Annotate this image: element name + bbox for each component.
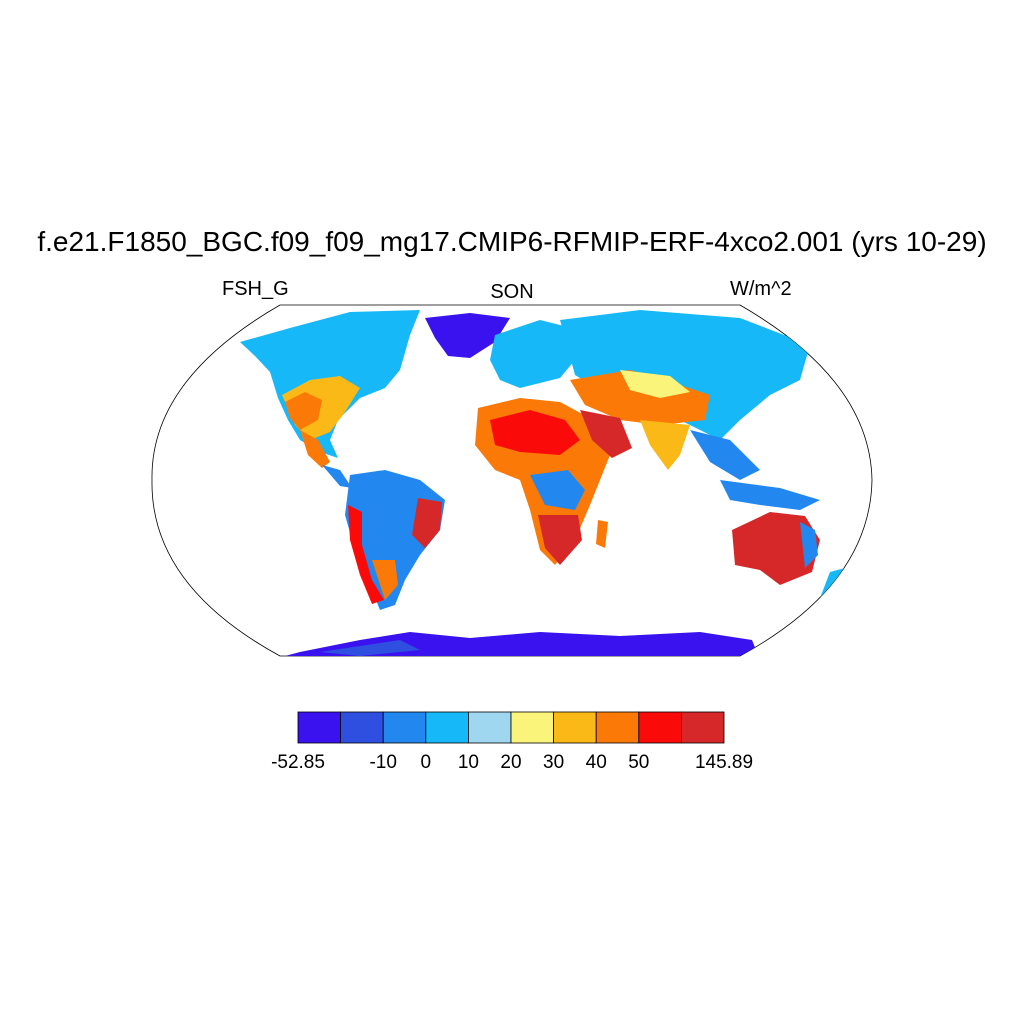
indonesia	[720, 480, 820, 510]
colorbar-label: 0	[421, 752, 432, 773]
sahara-hot	[490, 410, 580, 455]
antarctica-light	[320, 640, 420, 656]
colorbar-box	[382, 711, 427, 744]
colorbar-label: -10	[369, 752, 396, 773]
plot-title: f.e21.F1850_BGC.f09_f09_mg17.CMIP6-RFMIP…	[37, 226, 987, 257]
land-field	[240, 310, 845, 656]
central-africa-cool	[530, 470, 585, 510]
units-label: W/m^2	[730, 278, 792, 300]
colorbar-label: 145.89	[695, 752, 753, 773]
antarctica	[270, 632, 760, 656]
southern-africa-hot	[538, 515, 582, 565]
europe	[490, 320, 580, 388]
india	[640, 420, 690, 470]
greenland	[425, 313, 510, 358]
andes-hot	[348, 505, 384, 604]
variable-label: FSH_G	[222, 278, 289, 300]
colorbar-label: 40	[586, 752, 607, 773]
asia-mid-yellow	[620, 370, 690, 398]
colorbar-label: 50	[628, 752, 649, 773]
colorbar-box	[510, 711, 554, 744]
mexico	[300, 430, 330, 468]
colorbar-label: 10	[458, 752, 479, 773]
season-label: SON	[490, 281, 534, 303]
colorbar-label: 30	[543, 752, 564, 773]
colorbar-box	[595, 711, 640, 744]
central-america	[322, 465, 352, 488]
colorbar-label: 20	[500, 752, 521, 773]
southeast-asia	[690, 430, 760, 480]
colorbar-box	[553, 711, 597, 744]
colorbar: -52.85 -10 0 10 20 30 40 50 145.89	[271, 711, 753, 773]
north-america-hot	[285, 392, 322, 430]
colorbar-box	[340, 711, 384, 744]
colorbar-box	[425, 711, 469, 744]
colorbar-box	[297, 711, 341, 744]
australia	[732, 512, 820, 585]
colorbar-label: -52.85	[271, 752, 325, 773]
colorbar-box	[638, 711, 682, 744]
madagascar	[596, 520, 608, 548]
brazil-east-hot	[412, 498, 442, 548]
arabia	[580, 410, 632, 458]
colorbar-box	[681, 711, 725, 744]
south-america-south-warm	[372, 560, 398, 600]
asia	[560, 310, 810, 440]
colorbar-box	[467, 711, 512, 744]
australia-east-cool	[800, 522, 818, 568]
